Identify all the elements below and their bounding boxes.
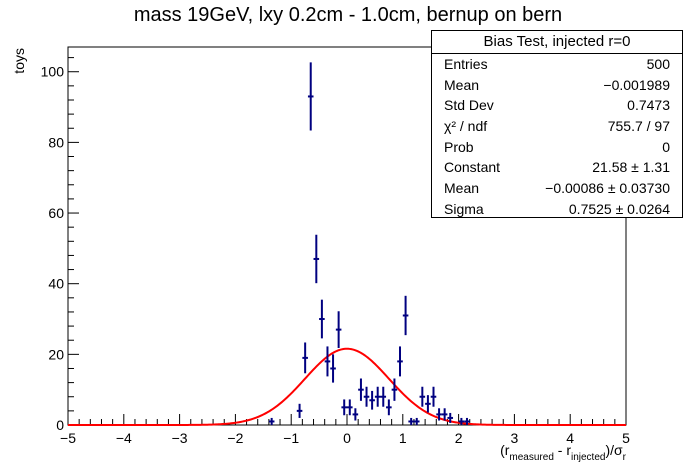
- histogram-point: [341, 399, 347, 416]
- chart-title: mass 19GeV, lxy 0.2cm - 1.0cm, bernup on…: [133, 4, 563, 26]
- stats-label: Constant: [444, 159, 501, 176]
- histogram-point: [464, 417, 470, 425]
- y-axis-label: toys: [11, 48, 27, 74]
- histogram-point: [413, 417, 420, 425]
- histogram-point: [458, 417, 465, 425]
- stats-label: Mean: [444, 180, 480, 197]
- x-tick-label: 1: [399, 430, 407, 446]
- histogram-point: [369, 390, 375, 410]
- stats-box-title: Bias Test, injected r=0: [432, 31, 682, 54]
- x-tick-label: 4: [566, 430, 574, 446]
- x-tick-label: 3: [511, 430, 519, 446]
- histogram-point: [408, 417, 414, 425]
- stats-label: Entries: [444, 56, 488, 72]
- x-tick-label: −5: [60, 430, 76, 446]
- histogram-point: [419, 386, 426, 407]
- histogram-point: [397, 346, 403, 377]
- x-tick-label: 0: [343, 430, 351, 446]
- x-tick-label: 5: [622, 430, 630, 446]
- histogram-point: [391, 378, 398, 401]
- stats-label: Sigma: [444, 200, 484, 217]
- stats-row: Prob 0: [432, 137, 682, 158]
- histogram-point: [436, 408, 442, 421]
- histogram-point: [335, 311, 342, 348]
- stats-label: χ² / ndf: [444, 118, 488, 135]
- fit-curve: [68, 347, 626, 426]
- stats-value: 21.58 ± 1.31: [592, 159, 670, 176]
- x-tick-label: −1: [283, 430, 299, 446]
- stats-box: Bias Test, injected r=0 Entries 500 Mean −0…: [431, 30, 683, 218]
- stats-label: Std Dev: [444, 97, 494, 114]
- stats-row: Mean −0.00086 ± 0.03730: [432, 178, 682, 199]
- x-tick-label: −2: [227, 430, 243, 446]
- histogram-point: [358, 378, 364, 401]
- stats-value: 0: [662, 138, 670, 155]
- stats-value: 500: [646, 56, 670, 72]
- y-tick-label: 80: [48, 134, 64, 150]
- histogram-point: [302, 342, 308, 374]
- histogram-point: [386, 399, 392, 416]
- x-axis-label-part: (r: [500, 442, 510, 458]
- stats-label: Prob: [444, 138, 474, 155]
- histogram-point: [380, 386, 387, 407]
- x-axis-label-part: injected: [571, 452, 605, 463]
- histogram-point: [352, 408, 359, 421]
- histogram-point: [347, 399, 353, 416]
- histogram-point: [402, 295, 409, 336]
- histogram-point: [319, 299, 325, 339]
- histogram-point: [324, 346, 331, 377]
- x-tick-label: −4: [116, 430, 132, 446]
- y-tick-label: 20: [48, 346, 64, 362]
- histogram-point: [307, 62, 314, 131]
- stats-value: −0.001989: [603, 76, 670, 93]
- y-tick-label: 40: [48, 276, 64, 292]
- stats-value: 755.7 / 97: [607, 118, 670, 135]
- x-tick-label: −3: [172, 430, 188, 446]
- y-tick-label: 0: [56, 417, 64, 433]
- stats-row: Constant 21.58 ± 1.31: [432, 157, 682, 178]
- histogram-point: [363, 386, 370, 407]
- histogram-point: [313, 234, 320, 284]
- stats-value: −0.00086 ± 0.03730: [545, 180, 670, 197]
- stats-row: Std Dev 0.7473: [432, 95, 682, 116]
- histogram-point: [374, 386, 381, 407]
- stats-value: 0.7473: [627, 97, 670, 114]
- histogram-point: [296, 403, 303, 418]
- histogram-point: [430, 386, 437, 407]
- x-axis-label-part: )/σ: [605, 442, 623, 458]
- stats-value: 0.7525 ± 0.0264: [568, 200, 670, 217]
- x-axis-label-part: measured: [509, 452, 553, 463]
- histogram-point: [330, 354, 336, 383]
- stats-row: Mean −0.001989: [432, 75, 682, 96]
- y-tick-label: 60: [48, 205, 64, 221]
- x-tick-label: 2: [455, 430, 463, 446]
- histogram-point: [268, 417, 275, 425]
- x-axis-label-part: r: [623, 452, 627, 463]
- stats-row: Entries 500: [432, 54, 682, 75]
- x-axis-label: (rmeasured - rinjected)/σr: [500, 442, 627, 463]
- stats-label: Mean: [444, 76, 480, 93]
- stats-row: Sigma 0.7525 ± 0.0264: [432, 199, 682, 220]
- stats-row: χ² / ndf 755.7 / 97: [432, 116, 682, 137]
- histogram-point: [425, 395, 431, 413]
- y-tick-label: 100: [41, 64, 65, 80]
- x-axis-label-part: - r: [554, 442, 571, 458]
- histogram-point: [441, 408, 448, 421]
- histogram-point: [447, 412, 454, 423]
- stats-rows: Entries 500 Mean −0.001989 Std Dev 0.7473 χ² /…: [432, 54, 682, 220]
